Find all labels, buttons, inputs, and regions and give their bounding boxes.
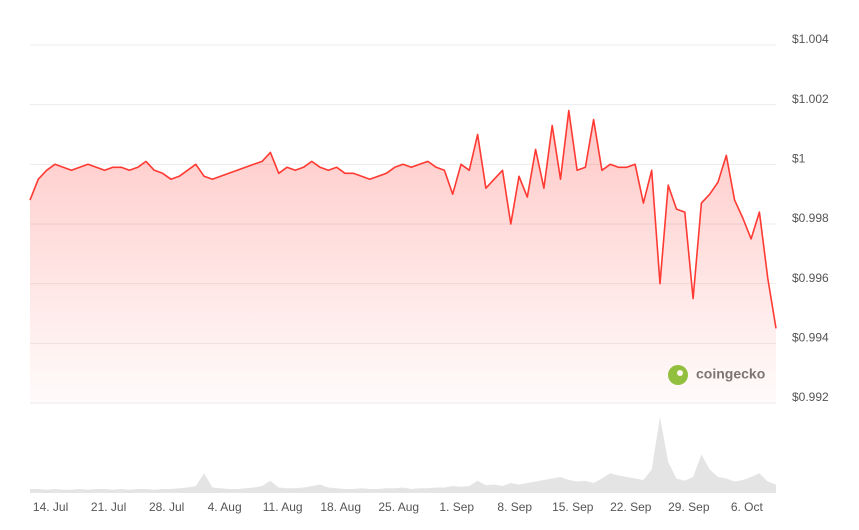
x-tick-label: 8. Sep — [497, 500, 532, 514]
x-tick-label: 1. Sep — [439, 500, 474, 514]
y-tick-label: $0.992 — [792, 390, 829, 404]
x-tick-label: 22. Sep — [610, 500, 652, 514]
x-tick-label: 11. Aug — [263, 500, 303, 514]
x-tick-label: 14. Jul — [33, 500, 68, 514]
price-area — [30, 110, 776, 403]
y-tick-label: $0.998 — [792, 211, 829, 225]
y-tick-label: $0.994 — [792, 331, 829, 345]
y-tick-label: $1.004 — [792, 32, 829, 46]
y-tick-label: $0.996 — [792, 271, 829, 285]
x-tick-label: 18. Aug — [320, 500, 361, 514]
y-tick-label: $1 — [792, 152, 806, 166]
x-tick-label: 28. Jul — [149, 500, 184, 514]
x-tick-label: 15. Sep — [552, 500, 594, 514]
y-tick-label: $1.002 — [792, 92, 829, 106]
volume-area — [30, 417, 776, 492]
x-tick-label: 25. Aug — [378, 500, 419, 514]
x-tick-label: 6. Oct — [731, 500, 764, 514]
price-line — [29, 109, 777, 329]
x-tick-label: 4. Aug — [208, 500, 242, 514]
x-tick-label: 21. Jul — [91, 500, 126, 514]
x-tick-label: 29. Sep — [668, 500, 710, 514]
